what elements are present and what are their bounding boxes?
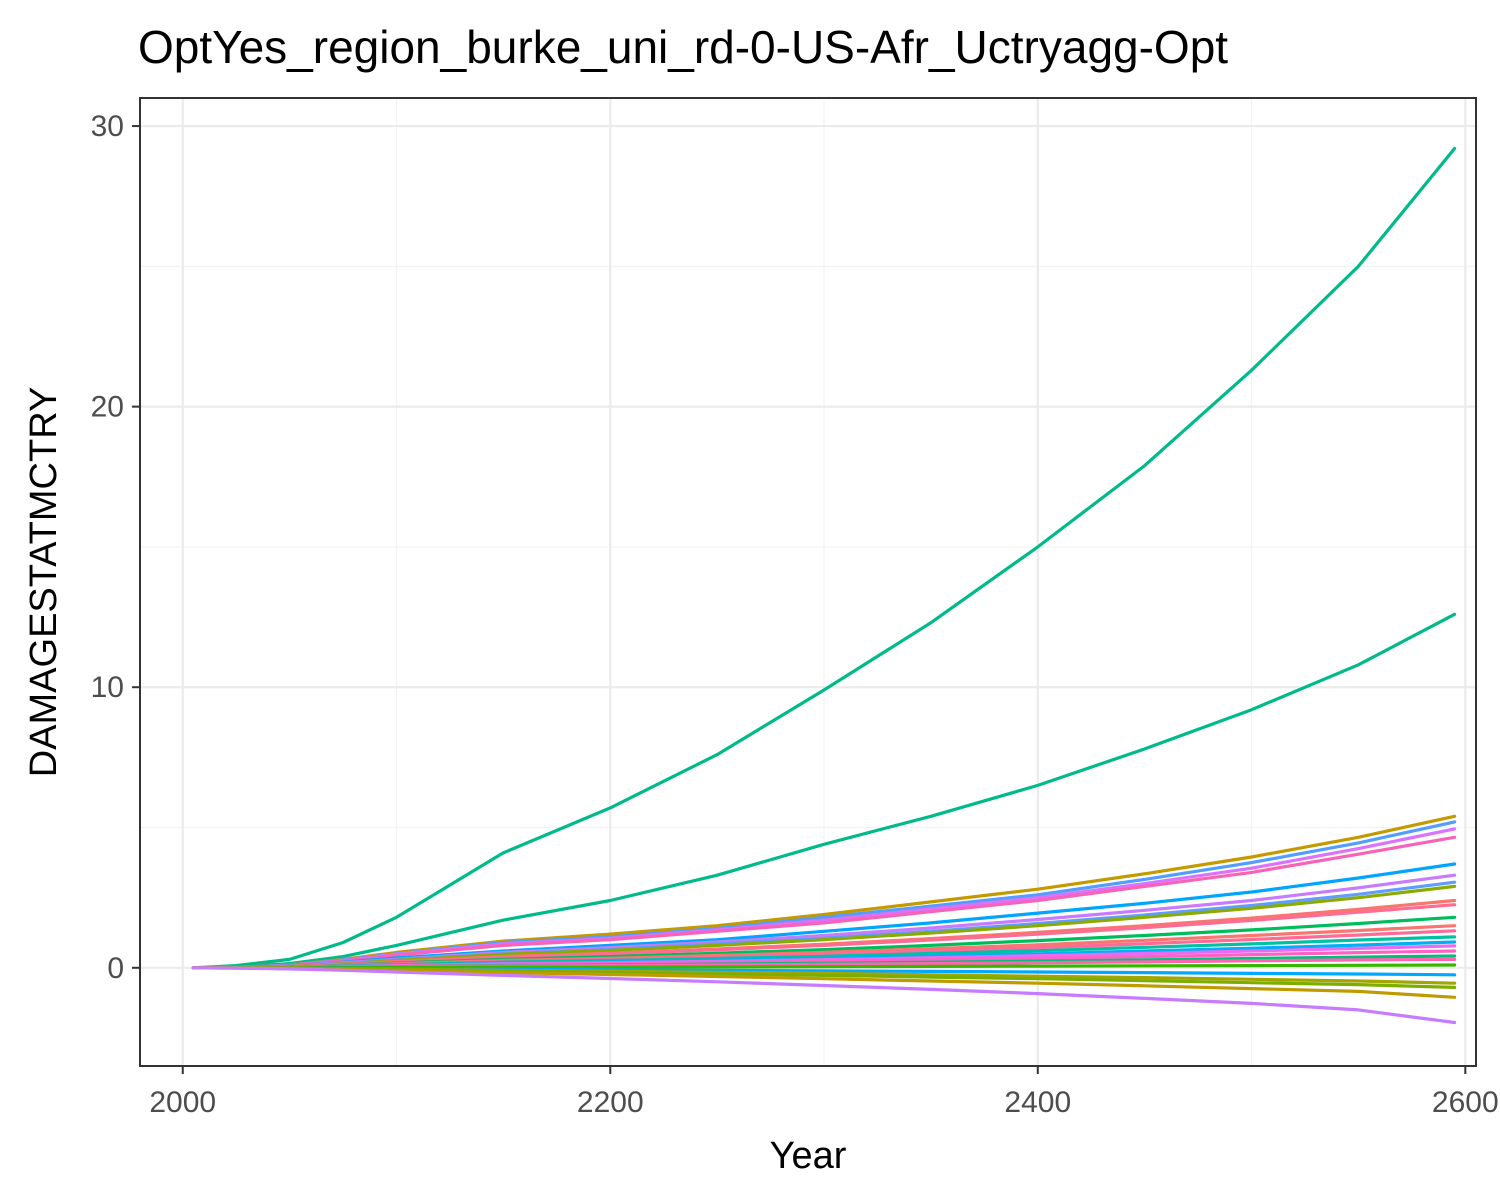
- y-tick-label: 30: [91, 110, 124, 143]
- x-tick-label: 2400: [1004, 1086, 1071, 1119]
- panel-border: [139, 97, 1477, 1067]
- y-axis-title: DAMAGESTATMCTRY: [23, 387, 65, 778]
- y-tick-label: 20: [91, 391, 124, 424]
- x-tick-label: 2600: [1432, 1086, 1499, 1119]
- x-axis: 2000 2200 2400 2600: [149, 1066, 1499, 1119]
- series-line-2: [191, 612, 1457, 970]
- x-tick-label: 2000: [149, 1086, 216, 1119]
- y-tick-label: 10: [91, 671, 124, 704]
- x-axis-title: Year: [770, 1135, 847, 1177]
- x-tick-label: 2200: [577, 1086, 644, 1119]
- chart-title: OptYes_region_burke_uni_rd-0-US-Afr_Uctr…: [138, 21, 1228, 73]
- y-axis: 0 10 20 30: [91, 110, 140, 985]
- y-tick-label: 0: [107, 952, 124, 985]
- series-line-27: [191, 966, 1457, 1025]
- series-line-1: [191, 146, 1457, 970]
- minor-gridlines: [140, 98, 1476, 1066]
- series-lines: [191, 146, 1457, 1025]
